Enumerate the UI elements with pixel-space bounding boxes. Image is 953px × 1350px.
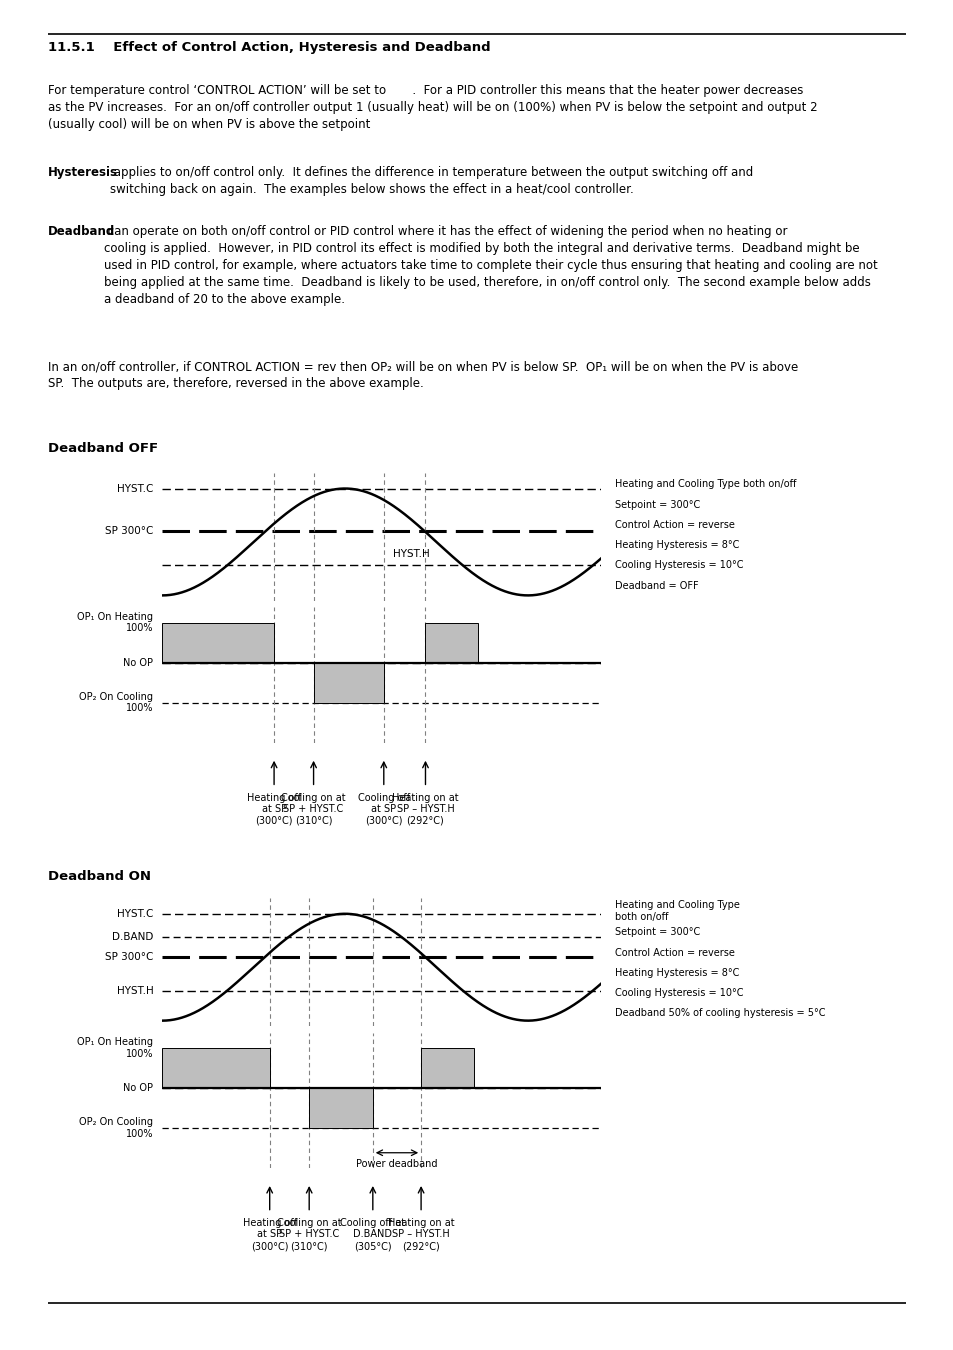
Text: Setpoint = 300°C: Setpoint = 300°C (615, 500, 700, 509)
Bar (309, 1088, 373, 1127)
Text: Hysteresis: Hysteresis (48, 166, 117, 180)
Text: Heating and Cooling Type both on/off: Heating and Cooling Type both on/off (615, 479, 796, 489)
Text: Heating off
at SP
(300°C): Heating off at SP (300°C) (247, 792, 301, 826)
Text: Power deadband: Power deadband (355, 1158, 437, 1169)
Text: 11.5.1    Effect of Control Action, Hysteresis and Deadband: 11.5.1 Effect of Control Action, Hystere… (48, 40, 490, 54)
Text: OP₁ On Heating
100%: OP₁ On Heating 100% (77, 612, 153, 633)
Text: Heating on at
SP – HYST.H
(292°C): Heating on at SP – HYST.H (292°C) (387, 1218, 454, 1251)
Text: Heating Hysteresis = 8°C: Heating Hysteresis = 8°C (615, 968, 739, 977)
Text: Heating Hysteresis = 8°C: Heating Hysteresis = 8°C (615, 540, 739, 549)
Text: D.BAND: D.BAND (112, 933, 153, 942)
Text: No OP: No OP (123, 1083, 153, 1092)
Bar (162, 1048, 270, 1088)
Text: Deadband ON: Deadband ON (48, 871, 151, 883)
Bar (425, 622, 477, 663)
Text: Deadband = OFF: Deadband = OFF (615, 580, 699, 590)
Text: Cooling on at
SP + HYST.C
(310°C): Cooling on at SP + HYST.C (310°C) (276, 1218, 341, 1251)
Text: Cooling Hysteresis = 10°C: Cooling Hysteresis = 10°C (615, 560, 743, 570)
Text: applies to on/off control only.  It defines the difference in temperature betwee: applies to on/off control only. It defin… (111, 166, 753, 196)
Text: No OP: No OP (123, 657, 153, 667)
Text: Cooling off
at SP
(300°C): Cooling off at SP (300°C) (357, 792, 410, 826)
Text: OP₁ On Heating
100%: OP₁ On Heating 100% (77, 1037, 153, 1058)
Text: Cooling Hysteresis = 10°C: Cooling Hysteresis = 10°C (615, 988, 743, 998)
Text: OP₂ On Cooling
100%: OP₂ On Cooling 100% (79, 1116, 153, 1138)
Text: HYST.C: HYST.C (117, 483, 153, 494)
Text: HYST.C: HYST.C (117, 909, 153, 919)
Text: SP 300°C: SP 300°C (105, 952, 153, 961)
Text: Setpoint = 300°C: Setpoint = 300°C (615, 927, 700, 937)
Text: Heating on at
SP – HYST.H
(292°C): Heating on at SP – HYST.H (292°C) (392, 792, 458, 826)
Bar (162, 622, 274, 663)
Text: OP₂ On Cooling
100%: OP₂ On Cooling 100% (79, 691, 153, 713)
Text: HYST.H: HYST.H (116, 986, 153, 996)
Text: Deadband 50% of cooling hysteresis = 5°C: Deadband 50% of cooling hysteresis = 5°C (615, 1008, 825, 1018)
Bar (420, 1048, 474, 1088)
Text: For temperature control ‘CONTROL ACTION’ will be set to       .  For a PID contr: For temperature control ‘CONTROL ACTION’… (48, 84, 817, 131)
Text: Heating off
at SP
(300°C): Heating off at SP (300°C) (242, 1218, 296, 1251)
Text: In an on/off controller, if CONTROL ACTION = rev then OP₂ will be on when PV is : In an on/off controller, if CONTROL ACTI… (48, 360, 797, 390)
Text: Deadband OFF: Deadband OFF (48, 443, 157, 455)
Text: can operate on both on/off control or PID control where it has the effect of wid: can operate on both on/off control or PI… (103, 225, 877, 306)
Text: Heating and Cooling Type
both on/off: Heating and Cooling Type both on/off (615, 900, 740, 922)
Text: Control Action = reverse: Control Action = reverse (615, 520, 735, 529)
Text: HYST.H: HYST.H (393, 549, 429, 559)
Text: SP 300°C: SP 300°C (105, 526, 153, 536)
Text: Cooling on at
SP + HYST.C
(310°C): Cooling on at SP + HYST.C (310°C) (281, 792, 346, 826)
Text: Deadband: Deadband (48, 225, 114, 239)
Text: Control Action = reverse: Control Action = reverse (615, 948, 735, 957)
Bar (314, 663, 383, 702)
Text: Cooling off at
D.BAND
(305°C): Cooling off at D.BAND (305°C) (340, 1218, 405, 1251)
